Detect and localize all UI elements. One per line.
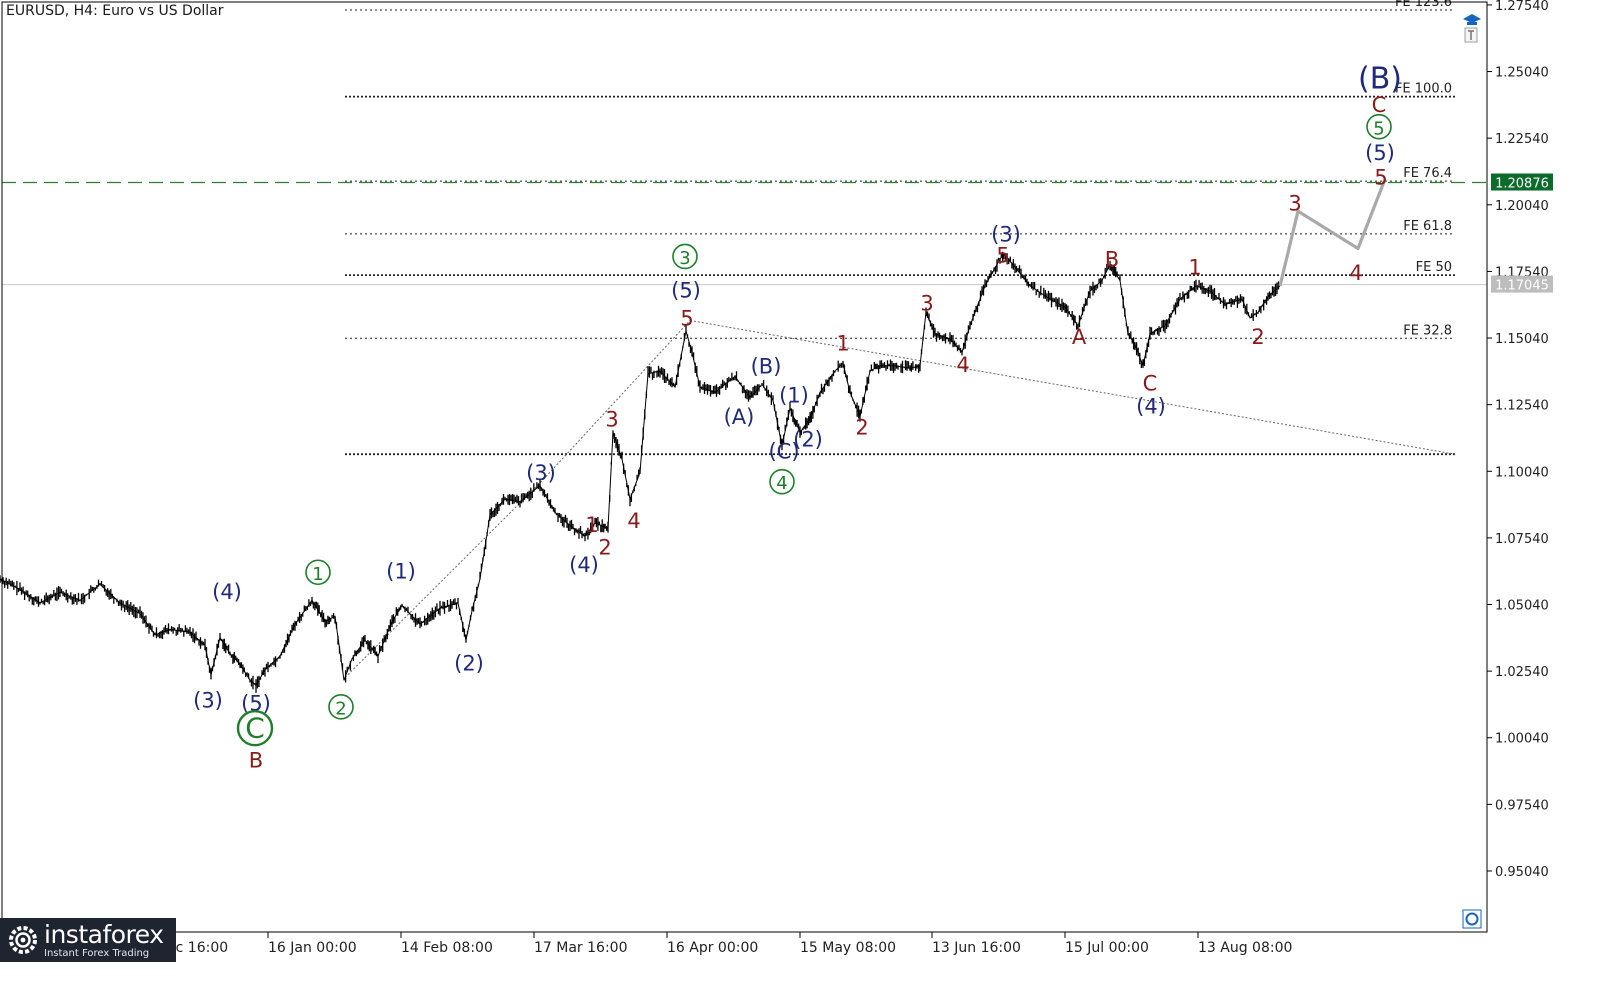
y-tick-label: 1.22540: [1495, 132, 1549, 147]
wave-label: 1: [836, 332, 849, 356]
wave-label: 4: [627, 509, 640, 533]
wave-label: 3: [920, 292, 933, 316]
fib-levels-layer: FE 123.6 FE 100.0 FE 76.4 FE 61.8 FE 50 FE 32…: [2, 0, 1487, 456]
fib-level-label: FE 123.6: [1395, 0, 1452, 10]
wave-label: (4): [1136, 394, 1166, 418]
wave-label: 2: [855, 416, 868, 440]
brand-tagline: Instant Forex Trading: [44, 947, 150, 959]
y-tick-label: 1.10040: [1495, 465, 1549, 480]
wave-label: 1: [312, 564, 323, 585]
fib-level-label: FE 61.8: [1403, 219, 1452, 234]
wave-label: 2: [598, 536, 611, 560]
wave-label: (2): [793, 428, 823, 452]
y-tick-label: 1.07540: [1495, 532, 1549, 547]
wave-label: 2: [1251, 325, 1264, 349]
wave-label: (5): [1365, 141, 1395, 165]
y-tick-label: 1.00040: [1495, 732, 1549, 747]
wave-label: C: [1372, 93, 1387, 117]
price-bars: [0, 251, 1280, 693]
trade-icon[interactable]: [1460, 10, 1484, 48]
wave-label: B: [1105, 248, 1119, 272]
wave-circle: [769, 468, 795, 495]
brand-name: instaforex: [44, 919, 164, 949]
x-tick-label: 13 Jun 16:00: [932, 940, 1021, 956]
wave-label: (4): [569, 553, 599, 577]
dotted-trendline: [689, 319, 1456, 455]
fib-level-label: FE 50: [1416, 260, 1452, 275]
wave-label: (1): [386, 559, 416, 583]
plot-frame: [1, 1, 1488, 933]
trendlines-layer: [344, 319, 1456, 678]
x-tick-label: 15 Jul 00:00: [1065, 940, 1149, 956]
wave-label: 5: [680, 306, 693, 330]
wave-label: (C): [768, 440, 799, 464]
forecast-path: [1278, 178, 1387, 287]
wave-label: 2: [335, 698, 346, 719]
wave-label: A: [1072, 325, 1087, 349]
y-tick-label: 1.27540: [1495, 0, 1549, 14]
y-tick-label: 1.20040: [1495, 199, 1549, 214]
y-tick-label: 0.95040: [1495, 865, 1549, 880]
wave-label: (B): [751, 354, 782, 378]
brand-logo: instaforex Instant Forex Trading: [0, 918, 176, 962]
wave-label: (3): [991, 222, 1021, 246]
y-tick-label: 1.25040: [1495, 66, 1549, 81]
options-icon[interactable]: [1462, 909, 1482, 933]
wave-label: 5: [1374, 166, 1387, 190]
wave-label: 5: [1373, 118, 1384, 139]
x-tick-label: 16 Jan 00:00: [268, 940, 357, 956]
price-line: [0, 253, 1281, 687]
fib-level-label: FE 100.0: [1395, 82, 1452, 97]
fib-level-label: FE 32.8: [1403, 323, 1452, 338]
wave-label: C: [245, 712, 265, 745]
wave-label: 1: [585, 513, 598, 537]
gear-logo-icon: [9, 926, 37, 954]
wave-label: (3): [526, 461, 556, 485]
wave-circle: [1366, 113, 1392, 140]
wave-label: 4: [776, 473, 787, 494]
x-tick-label: 16 Apr 00:00: [667, 940, 758, 956]
x-tick-label: 17 Mar 16:00: [534, 940, 627, 956]
y-tick-label: 1.12540: [1495, 399, 1549, 414]
y-tick-label: 1.15040: [1495, 332, 1549, 347]
wave-label: 5: [996, 244, 1009, 268]
axes-layer: 1.275401.250401.225401.200401.175401.150…: [1, 0, 1553, 956]
target-price-badge-box: [1491, 173, 1553, 191]
x-tick-label: 14 Feb 08:00: [401, 940, 493, 956]
chart-title: EURUSD, H4: Euro vs US Dollar: [6, 3, 224, 19]
wave-label: 3: [679, 248, 690, 269]
current-price-badge-box: [1491, 275, 1553, 293]
wave-circle: [672, 243, 698, 270]
wave-circle: [305, 559, 331, 586]
x-tick-label: 15 May 08:00: [800, 940, 896, 956]
wave-label: (3): [193, 689, 223, 713]
wave-label: 3: [1288, 192, 1301, 216]
wave-label: (2): [454, 651, 484, 675]
wave-label: (5): [671, 278, 701, 302]
wave-label: (4): [212, 580, 242, 604]
wave-label: C: [1143, 372, 1158, 396]
x-tick-label: 13 Aug 08:00: [1198, 940, 1292, 956]
y-tick-label: 1.05040: [1495, 599, 1549, 614]
wave-label: B: [249, 749, 263, 773]
wave-circle: [236, 709, 274, 747]
price-series-layer: [0, 178, 1387, 693]
wave-label: (1): [779, 384, 809, 408]
wave-label: 4: [1349, 261, 1362, 285]
wave-circle: [328, 694, 354, 720]
fib-level-label: FE 76.4: [1403, 166, 1452, 181]
wave-label: 3: [605, 408, 618, 432]
y-tick-label: 0.97540: [1495, 798, 1549, 813]
target-price-badge-text: 1.20876: [1495, 177, 1549, 192]
wave-label: 1: [1188, 256, 1201, 280]
y-tick-label: 1.02540: [1495, 665, 1549, 680]
wave-labels-layer: (4)(3) (5)CB12(1)(2)(3)(4)12343(5)5(B)(A)…: [193, 62, 1402, 773]
wave-label: (B): [1358, 62, 1402, 97]
wave-label: (A): [724, 405, 755, 429]
wave-label: 4: [956, 353, 969, 377]
current-price-badge-text: 1.17045: [1495, 279, 1549, 294]
